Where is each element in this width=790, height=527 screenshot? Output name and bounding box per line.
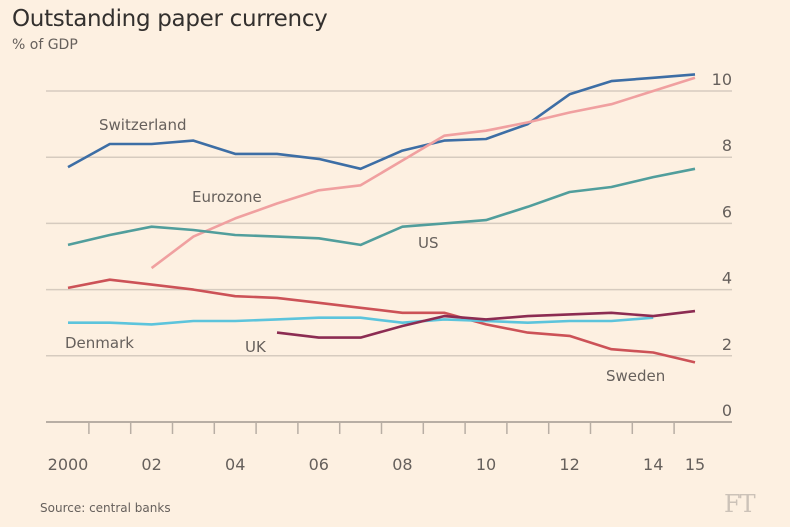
y-tick-label-2: 2 [722,335,732,354]
series-label-denmark: Denmark [65,334,134,352]
ft-logo: FT [724,490,756,518]
x-tick-label-10: 10 [476,455,496,474]
x-tick-label-12: 12 [559,455,579,474]
x-tick-label-2000: 2000 [48,455,89,474]
series-line-denmark [68,316,654,326]
series-label-us: US [418,234,439,252]
y-tick-label-10: 10 [712,70,732,89]
series-label-sweden: Sweden [606,367,665,385]
series-lines [67,73,696,364]
chart-title: Outstanding paper currency [12,6,328,32]
source-note: Source: central banks [40,501,171,515]
x-tick-label-06: 06 [309,455,329,474]
y-axis-labels: 0 2 4 6 8 10 [712,70,732,420]
x-axis-labels: 2000 02 04 06 08 10 12 14 15 [48,455,706,474]
series-label-uk: UK [245,338,267,356]
x-tick-label-14: 14 [643,455,663,474]
y-tick-label-8: 8 [722,136,732,155]
series-line-us [67,167,696,247]
series-line-switzerland [67,73,696,171]
x-tick-label-15: 15 [685,455,705,474]
series-line-uk [276,309,696,339]
x-tick-label-08: 08 [392,455,412,474]
series-line-eurozone [150,76,696,270]
x-tick-label-02: 02 [141,455,161,474]
series-label-switzerland: Switzerland [99,116,187,134]
y-tick-label-4: 4 [722,269,732,288]
series-label-eurozone: Eurozone [192,188,262,206]
x-axis-ticks [88,422,675,434]
series-line-sweden [67,278,696,364]
y-tick-label-0: 0 [722,401,732,420]
y-tick-label-6: 6 [722,202,732,221]
chart-subtitle: % of GDP [12,37,78,53]
x-tick-label-04: 04 [225,455,245,474]
